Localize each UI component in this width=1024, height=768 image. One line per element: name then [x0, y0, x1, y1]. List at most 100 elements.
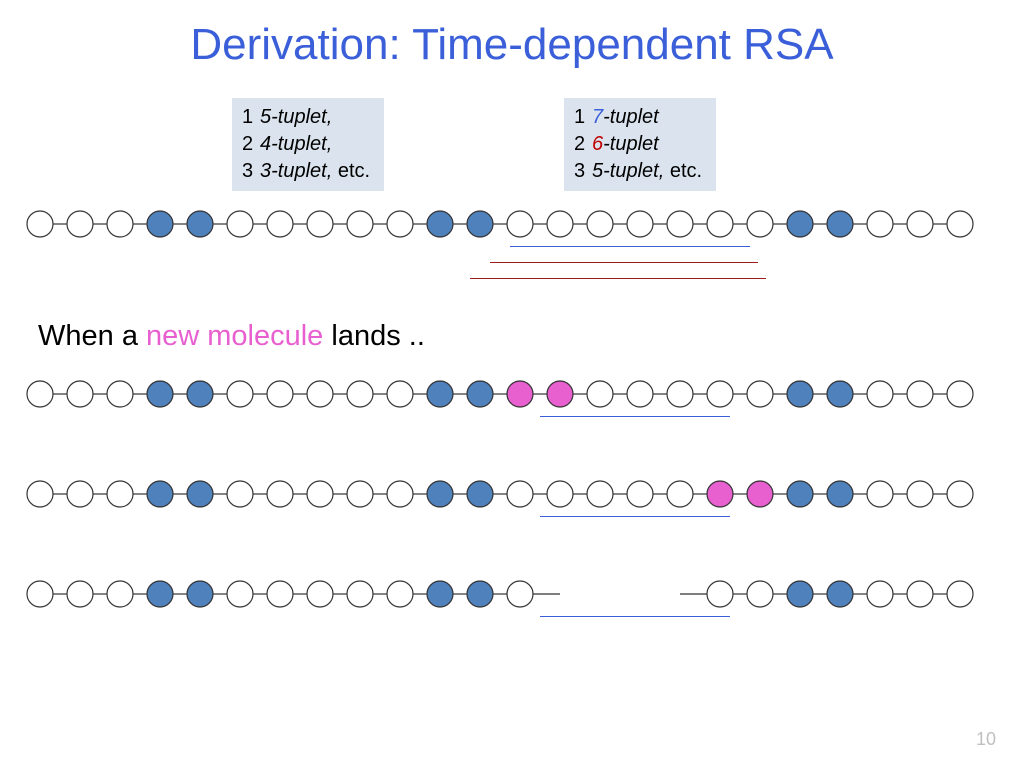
site-empty [347, 481, 373, 507]
site-empty [387, 481, 413, 507]
legend-row: 15-tuplet, [242, 104, 370, 131]
site-empty [627, 481, 653, 507]
lattice-row-1 [24, 208, 1000, 240]
site-empty [907, 381, 933, 407]
legend-text: 5-tuplet, [260, 106, 332, 128]
site-empty [27, 381, 53, 407]
site-empty [707, 581, 733, 607]
site-empty [27, 581, 53, 607]
site-empty [67, 581, 93, 607]
site-empty [547, 211, 573, 237]
legend-row: 24-tuplet, [242, 131, 370, 158]
tuplet-underline [540, 616, 730, 617]
site-empty [507, 581, 533, 607]
site-empty [747, 211, 773, 237]
site-new [707, 481, 733, 507]
site-empty [307, 581, 333, 607]
site-empty [507, 211, 533, 237]
caption-part: When a [38, 320, 146, 352]
site-empty [747, 581, 773, 607]
caption-part: new molecule [146, 320, 323, 352]
site-empty [947, 211, 973, 237]
tuplet-underline [540, 516, 730, 517]
site-empty [627, 211, 653, 237]
site-empty [67, 211, 93, 237]
page-number: 10 [976, 729, 996, 750]
lattice-row-2 [24, 378, 1000, 410]
site-occupied [467, 211, 493, 237]
site-empty [67, 381, 93, 407]
site-empty [387, 381, 413, 407]
legend-row: 17-tuplet [574, 104, 702, 131]
legend-text: 3-tuplet, [260, 160, 332, 182]
site-occupied [827, 581, 853, 607]
legend-highlight: 7 [592, 106, 603, 128]
site-occupied [187, 381, 213, 407]
legend-row: 33-tuplet, etc. [242, 158, 370, 185]
tuplet-underline [540, 416, 730, 417]
site-occupied [427, 211, 453, 237]
site-empty [587, 211, 613, 237]
site-occupied [147, 481, 173, 507]
site-empty [227, 211, 253, 237]
site-occupied [147, 381, 173, 407]
site-occupied [827, 481, 853, 507]
site-empty [907, 481, 933, 507]
site-empty [307, 381, 333, 407]
site-empty [227, 581, 253, 607]
site-empty [307, 481, 333, 507]
site-empty [107, 581, 133, 607]
page-title: Derivation: Time-dependent RSA [0, 20, 1024, 70]
site-empty [267, 481, 293, 507]
site-empty [867, 381, 893, 407]
legend-text: 5-tuplet, [592, 160, 664, 182]
site-empty [307, 211, 333, 237]
legend-row: 35-tuplet, etc. [574, 158, 702, 185]
site-empty [107, 481, 133, 507]
legend-row: 26-tuplet [574, 131, 702, 158]
site-empty [267, 581, 293, 607]
site-empty [587, 381, 613, 407]
site-empty [667, 381, 693, 407]
site-new [747, 481, 773, 507]
site-empty [27, 481, 53, 507]
site-empty [587, 481, 613, 507]
legend-left: 15-tuplet,24-tuplet,33-tuplet, etc. [232, 98, 384, 191]
legend-text: 7-tuplet [592, 106, 659, 128]
site-empty [667, 481, 693, 507]
site-empty [107, 381, 133, 407]
site-empty [667, 211, 693, 237]
legend-right: 17-tuplet26-tuplet35-tuplet, etc. [564, 98, 716, 191]
site-empty [67, 481, 93, 507]
tuplet-underline [510, 246, 750, 247]
site-empty [867, 211, 893, 237]
legend-num: 2 [574, 131, 592, 158]
site-occupied [427, 381, 453, 407]
site-empty [107, 211, 133, 237]
site-occupied [187, 481, 213, 507]
site-empty [707, 211, 733, 237]
site-empty [267, 211, 293, 237]
legend-tail: etc. [664, 160, 702, 182]
site-empty [747, 381, 773, 407]
legend-num: 2 [242, 131, 260, 158]
site-empty [947, 581, 973, 607]
legend-num: 1 [574, 104, 592, 131]
site-empty [947, 481, 973, 507]
caption: When a new molecule lands .. [38, 320, 425, 353]
site-empty [347, 581, 373, 607]
site-occupied [467, 381, 493, 407]
site-empty [627, 381, 653, 407]
site-occupied [187, 211, 213, 237]
legend-num: 3 [574, 158, 592, 185]
legend-text: 4-tuplet, [260, 133, 332, 155]
site-occupied [427, 581, 453, 607]
site-occupied [427, 481, 453, 507]
site-empty [387, 581, 413, 607]
legend-num: 3 [242, 158, 260, 185]
caption-part: lands .. [323, 320, 425, 352]
site-occupied [787, 581, 813, 607]
site-occupied [827, 381, 853, 407]
site-occupied [147, 211, 173, 237]
site-new [547, 381, 573, 407]
